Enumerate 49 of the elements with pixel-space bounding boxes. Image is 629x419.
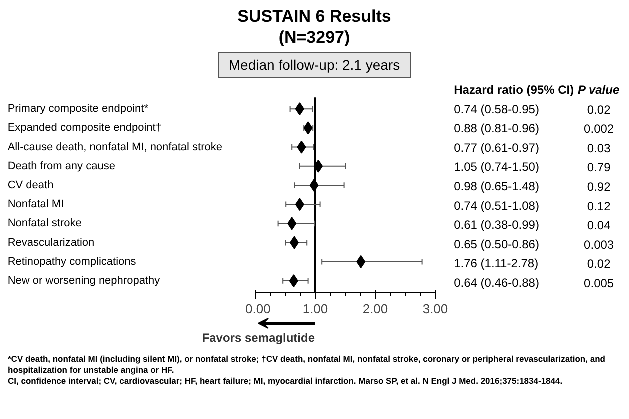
data-label: 0.88 (0.81-0.96)	[454, 122, 540, 136]
point	[356, 255, 366, 268]
y-tick-label: CV death	[8, 180, 54, 192]
data-label: 0.74 (0.58-0.95)	[454, 102, 540, 116]
data-label: 0.98 (0.65-1.48)	[454, 180, 540, 194]
text: Favors semaglutide	[201, 330, 315, 347]
y-tick-label: Death from any cause	[8, 160, 116, 172]
x-tick-label: 0.00	[246, 302, 271, 316]
text: 0.005	[584, 276, 614, 290]
text: 0.02	[587, 257, 612, 272]
point	[288, 217, 297, 230]
data-label: 1.05 (0.74-1.50)	[454, 160, 540, 174]
data-label: 0.64 (0.46-0.88)	[454, 276, 540, 290]
point	[295, 198, 304, 212]
text: Hazard ratio (95% CI)	[454, 83, 574, 98]
text: 0.002	[584, 122, 614, 136]
y-tick-label: Nonfatal stroke	[8, 218, 82, 230]
y-tick-label: Revascularization	[8, 236, 95, 249]
text: 0.04	[587, 218, 612, 233]
text: 0.02	[587, 102, 612, 117]
point	[310, 179, 319, 192]
y-tick-label: Nonfatal MI	[8, 198, 64, 211]
data-label: 0.74 (0.51-1.08)	[454, 198, 540, 213]
text: 0.12	[587, 199, 612, 214]
data-label: 0.61 (0.38-0.99)	[454, 218, 540, 232]
x-tick-label: 2.00	[362, 302, 388, 316]
point	[289, 274, 298, 288]
text: 0.79	[587, 160, 612, 175]
text: 0.03	[587, 141, 612, 156]
chart-subtitle: Median follow-up: 2.1 years	[218, 52, 412, 78]
point	[304, 122, 314, 135]
data-label: 1.76 (1.11-2.78)	[454, 256, 539, 271]
y-tick-label: Primary composite endpoint*	[8, 103, 150, 116]
chart-title: SUSTAIN 6 Results (N=3297)	[236, 6, 392, 48]
text: P value	[578, 83, 620, 98]
data-label: 0.65 (0.50-0.86)	[454, 237, 540, 252]
x-tick-label: 1.00	[302, 302, 328, 316]
x-tick-label: 3.00	[422, 302, 448, 316]
point	[297, 140, 306, 154]
text: 0.92	[587, 180, 612, 194]
text: *CV death, nonfatal MI (including silent MI), or nonfatal stroke; †CV death, nonfatal MI, nonfatal stroke, coronary or peripheral revascularization, and hospitalization for unstable angina or HF.	[8, 354, 606, 376]
point	[295, 102, 304, 116]
y-tick-label: All-cause death, nonfatal MI, nonfatal stroke	[8, 141, 222, 154]
data-label: 0.77 (0.61-0.97)	[454, 140, 540, 155]
text: 0.003	[584, 238, 614, 252]
y-tick-label: Expanded composite endpoint†	[8, 122, 162, 134]
text: CI, confidence interval; CV, cardiovascular; HF, heart failure; MI, myocardial infarction. Marso SP, et al. N Engl J Med. 2016;375:1834-1844.	[8, 376, 564, 387]
y-tick-label: New or worsening nephropathy	[8, 275, 161, 288]
y-tick-label: Retinopathy complications	[8, 256, 137, 268]
